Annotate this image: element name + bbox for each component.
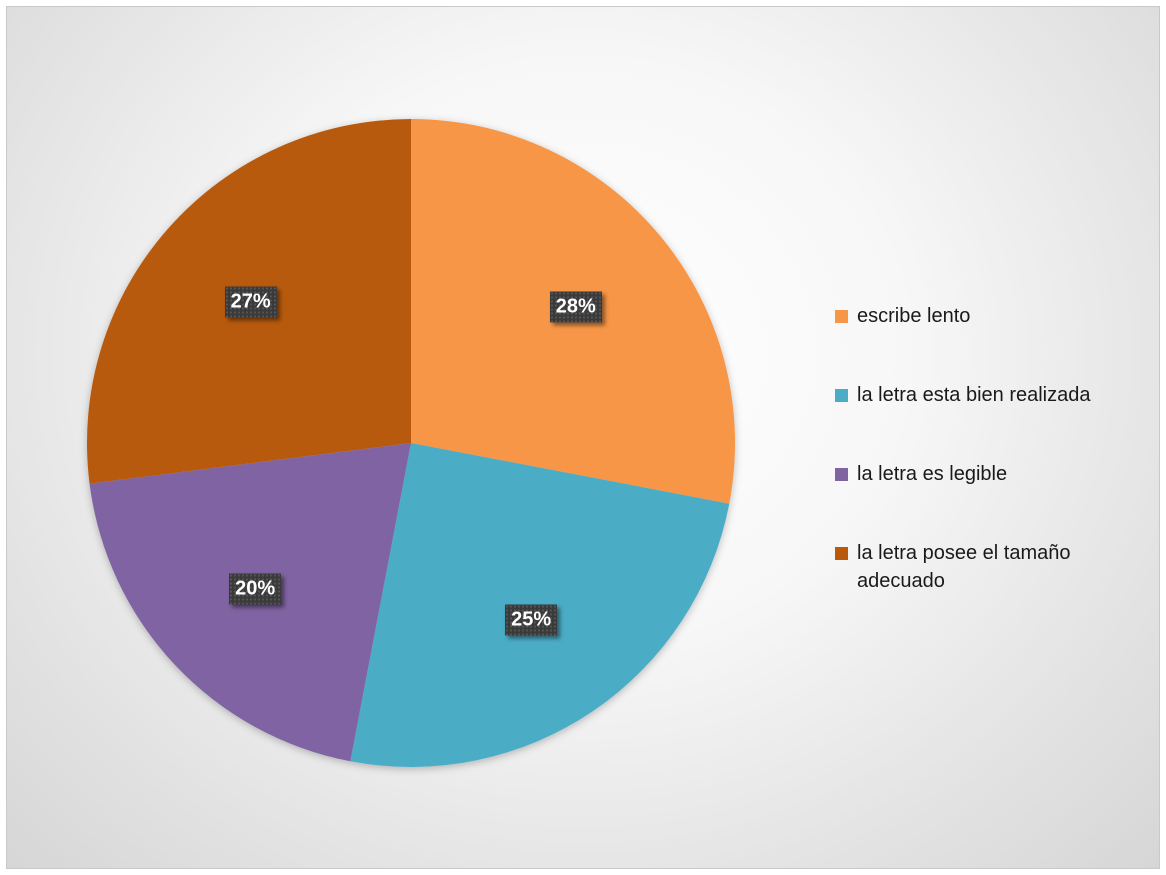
chart-area: 28% 25% 20% 27% escribe lento la letra esta … xyxy=(6,6,1160,869)
data-label-4: 27% xyxy=(224,286,277,318)
legend-label: la letra es legible xyxy=(857,463,1008,485)
legend-swatch xyxy=(835,389,848,402)
legend-item-2: la letra esta bien realizada xyxy=(835,381,1155,409)
legend-label: escribe lento xyxy=(857,305,971,327)
legend: escribe lento la letra esta bien realizad… xyxy=(835,302,1155,595)
legend-swatch xyxy=(835,310,848,323)
legend-item-1: escribe lento xyxy=(835,302,1155,330)
data-label-3: 20% xyxy=(229,573,282,605)
data-label-2: 25% xyxy=(505,604,558,636)
legend-swatch xyxy=(835,468,848,481)
legend-item-4: la letra posee el tamaño adecuado xyxy=(835,539,1155,595)
legend-item-3: la letra es legible xyxy=(835,460,1155,488)
legend-label: la letra posee el tamaño adecuado xyxy=(857,542,1071,592)
data-label-1: 28% xyxy=(549,291,602,323)
legend-swatch xyxy=(835,547,848,560)
legend-label: la letra esta bien realizada xyxy=(857,384,1091,406)
